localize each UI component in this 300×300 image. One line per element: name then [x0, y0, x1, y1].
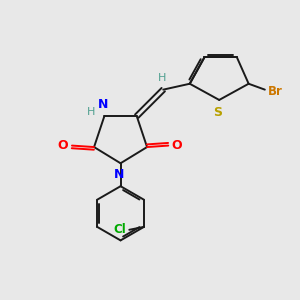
Text: H: H: [158, 73, 166, 83]
Text: N: N: [98, 98, 108, 111]
Text: O: O: [172, 139, 182, 152]
Text: O: O: [58, 139, 68, 152]
Text: N: N: [114, 168, 124, 181]
Text: S: S: [213, 106, 222, 119]
Text: Cl: Cl: [113, 223, 126, 236]
Text: Br: Br: [268, 85, 283, 98]
Text: H: H: [87, 107, 95, 117]
